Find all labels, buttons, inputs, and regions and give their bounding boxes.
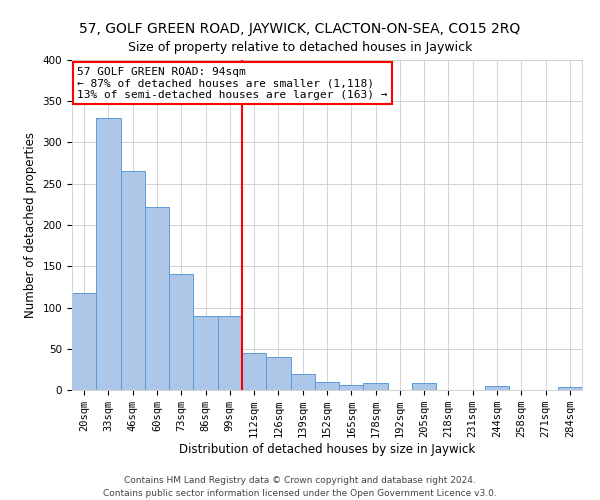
Bar <box>339 385 364 390</box>
Bar <box>412 384 436 390</box>
Text: 57 GOLF GREEN ROAD: 94sqm
← 87% of detached houses are smaller (1,118)
13% of se: 57 GOLF GREEN ROAD: 94sqm ← 87% of detac… <box>77 66 388 100</box>
Bar <box>558 386 582 390</box>
Text: Size of property relative to detached houses in Jaywick: Size of property relative to detached ho… <box>128 41 472 54</box>
Bar <box>485 386 509 390</box>
X-axis label: Distribution of detached houses by size in Jaywick: Distribution of detached houses by size … <box>179 443 475 456</box>
Bar <box>169 274 193 390</box>
Bar <box>218 316 242 390</box>
Bar <box>315 382 339 390</box>
Bar <box>145 207 169 390</box>
Bar <box>96 118 121 390</box>
Bar <box>266 357 290 390</box>
Text: 57, GOLF GREEN ROAD, JAYWICK, CLACTON-ON-SEA, CO15 2RQ: 57, GOLF GREEN ROAD, JAYWICK, CLACTON-ON… <box>79 22 521 36</box>
Bar <box>72 292 96 390</box>
Bar <box>121 172 145 390</box>
Bar <box>193 316 218 390</box>
Y-axis label: Number of detached properties: Number of detached properties <box>24 132 37 318</box>
Bar <box>290 374 315 390</box>
Text: Contains HM Land Registry data © Crown copyright and database right 2024.
Contai: Contains HM Land Registry data © Crown c… <box>103 476 497 498</box>
Bar <box>242 353 266 390</box>
Bar <box>364 384 388 390</box>
